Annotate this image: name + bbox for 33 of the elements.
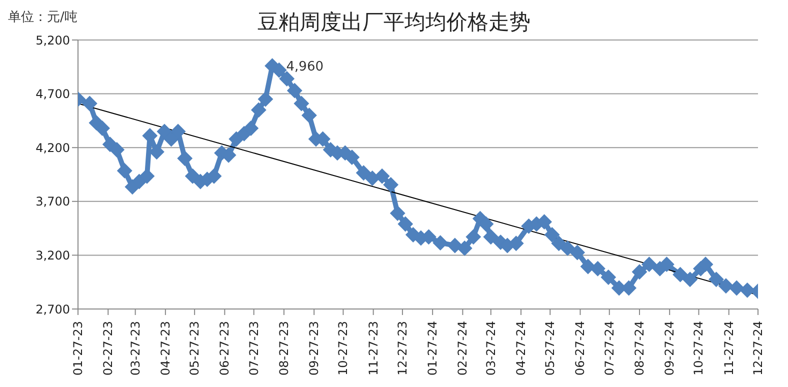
x-tick-label: 10-27-23 [336,321,350,376]
x-tick-label: 12-27-24 [751,321,765,376]
x-tick-label: 12-27-23 [395,321,410,376]
y-tick-label: 5,200 [36,33,70,48]
x-tick-label: 02-27-24 [456,321,470,376]
x-tick-label: 06-27-24 [573,321,588,376]
x-tick-label: 07-27-24 [602,321,616,376]
x-tick-label: 09-27-24 [662,321,677,376]
y-axis-title: 单位：元/吨 [8,9,78,26]
annotation: 4,960 [286,59,324,74]
y-tick-label: 4,200 [36,140,70,155]
x-tick-label: 11-27-23 [366,321,380,376]
x-tick-label: 05-27-24 [543,321,558,376]
x-tick-label: 08-27-23 [276,321,291,376]
x-tick-label: 08-27-24 [632,321,646,376]
x-tick-label: 05-27-23 [188,321,202,376]
x-tick-label: 04-27-24 [514,321,528,376]
x-tick-label: 04-27-23 [158,321,172,376]
chart-title: 豆粕周度出厂平均均价格走势 [258,10,530,34]
x-tick-label: 02-27-23 [101,321,116,376]
x-tick-label: 11-27-24 [722,321,736,376]
x-tick-label: 01-27-24 [426,321,440,376]
x-tick-label: 06-27-23 [218,321,232,376]
y-tick-label: 4,700 [36,87,70,102]
y-tick-label: 3,200 [36,248,70,262]
x-tick-label: 03-27-23 [128,321,142,376]
x-tick-label: 10-27-24 [692,321,706,376]
x-tick-label: 07-27-23 [246,321,261,376]
x-tick-label: 09-27-23 [307,321,322,376]
x-tick-label: 03-27-24 [484,321,498,376]
y-tick-label: 3,700 [36,194,70,209]
y-tick-label: 2,700 [36,302,70,316]
x-tick-label: 01-27-23 [71,321,85,376]
